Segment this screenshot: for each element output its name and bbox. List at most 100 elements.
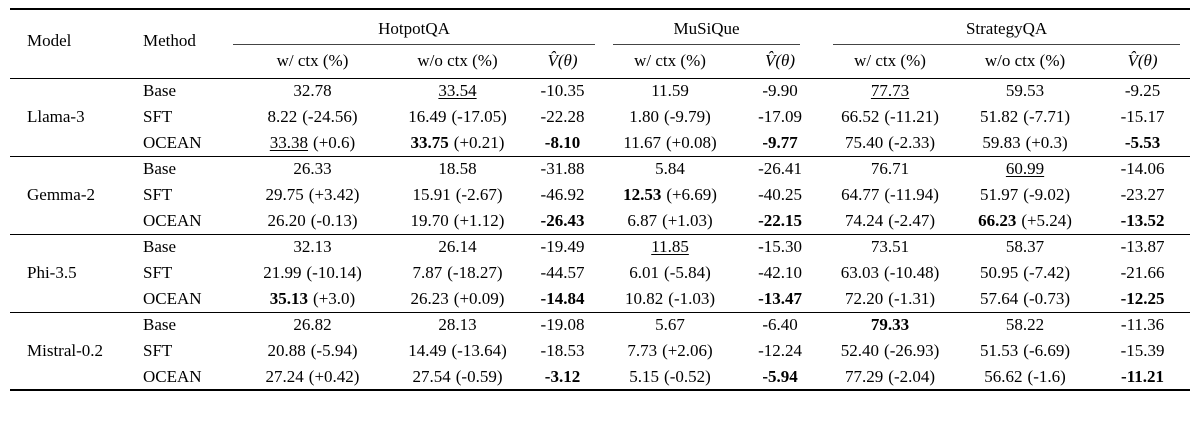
metric-value: 50.95 xyxy=(980,263,1019,283)
table-row: Mistral-0.2 Base 26.82 28.13 -19.08 5.67 -6.40… xyxy=(10,311,1191,390)
metric-value: -15.30 xyxy=(758,237,802,257)
metric-value: 74.24 xyxy=(845,210,884,230)
value-cell: 35.13 (+3.0) xyxy=(230,286,395,312)
delta-value: (-0.59) xyxy=(455,366,503,386)
value-cell: -23.27 xyxy=(1095,182,1190,208)
delta-value: (-24.56) xyxy=(302,107,358,127)
metric-value: -8.10 xyxy=(544,132,581,152)
delta-value: (-2.67) xyxy=(455,185,503,205)
delta-value: (+0.42) xyxy=(308,366,360,386)
value-cell: -18.53 xyxy=(520,338,605,364)
value-cell: 11.67 (+0.08) xyxy=(605,130,735,156)
metric-value: 66.52 xyxy=(841,107,880,127)
value-cell: -42.10 xyxy=(735,260,825,286)
metric-value: 60.99 xyxy=(1005,159,1045,179)
delta-value: (-6.69) xyxy=(1023,341,1071,361)
value-cell: -15.30 xyxy=(735,233,826,260)
value-cell: -31.88 xyxy=(520,155,606,182)
metric-value: -12.25 xyxy=(1120,288,1165,308)
value-cell: -22.15 xyxy=(735,208,825,234)
metric-value: 20.88 xyxy=(267,341,306,361)
metric-value: 26.20 xyxy=(267,210,306,230)
value-cell: -13.52 xyxy=(1095,208,1190,234)
metric-value: -21.66 xyxy=(1120,263,1165,283)
metric-value: 19.70 xyxy=(410,210,449,230)
metric-value: 59.53 xyxy=(1005,81,1045,101)
table-body: Llama-3 Base 32.78 33.54 -10.35 11.59 -9.90 77.… xyxy=(10,77,1191,390)
method-name: OCEAN xyxy=(143,210,202,230)
value-cell: -12.25 xyxy=(1095,286,1190,312)
value-cell: 33.75 (+0.21) xyxy=(395,130,520,156)
metric-value: 29.75 xyxy=(265,185,304,205)
delta-value: (-5.94) xyxy=(310,341,358,361)
value-cell: 5.67 xyxy=(605,311,736,338)
col-header-strategyqa-vtheta: V̂(θ) xyxy=(1095,45,1191,79)
value-cell: 10.82 (-1.03) xyxy=(605,286,735,312)
value-cell: -15.17 xyxy=(1095,104,1190,130)
delta-value: (-9.02) xyxy=(1023,185,1071,205)
table-row: OCEAN 27.24 (+0.42) 27.54 (-0.59) -3.12 5.15 (-… xyxy=(10,364,1190,390)
delta-value: (-7.71) xyxy=(1023,107,1071,127)
value-cell: 32.13 xyxy=(230,233,395,260)
value-cell: 26.14 xyxy=(395,233,520,260)
metric-value: 11.59 xyxy=(651,81,689,101)
value-cell: 20.88 (-5.94) xyxy=(230,338,395,364)
delta-value: (+0.09) xyxy=(453,288,505,308)
metric-value: -9.90 xyxy=(762,81,798,101)
metric-value: -42.10 xyxy=(758,263,802,283)
metric-value: -5.94 xyxy=(762,366,798,386)
metric-value: 26.82 xyxy=(293,315,332,335)
delta-value: (+0.6) xyxy=(313,132,356,152)
metric-value: 27.24 xyxy=(265,366,304,386)
metric-value: 14.49 xyxy=(408,341,447,361)
value-cell: 26.20 (-0.13) xyxy=(230,208,395,234)
value-cell: 6.87 (+1.03) xyxy=(605,208,735,234)
group-label-strategyqa: StrategyQA xyxy=(833,19,1181,45)
metric-value: -23.27 xyxy=(1120,185,1165,205)
value-cell: -12.24 xyxy=(735,338,825,364)
value-cell: 26.82 xyxy=(230,311,395,338)
value-cell: 6.01 (-5.84) xyxy=(605,260,735,286)
metric-value: 75.40 xyxy=(845,132,884,152)
metric-value: 35.13 xyxy=(269,288,309,308)
value-cell: -13.47 xyxy=(735,286,825,312)
table-row: OCEAN 35.13 (+3.0) 26.23 (+0.09) -14.84 10.82(… xyxy=(10,286,1190,312)
metric-value: -31.88 xyxy=(540,159,585,179)
group-header-strategyqa: StrategyQA xyxy=(825,9,1190,45)
delta-value: (+5.24) xyxy=(1021,210,1072,230)
method-name: SFT xyxy=(143,263,173,283)
metric-value: 5.15 xyxy=(629,366,660,386)
value-cell: 63.03 (-10.48) xyxy=(825,260,955,286)
value-cell: -19.08 xyxy=(520,311,606,338)
value-cell: -8.10 xyxy=(520,130,605,156)
method-name: OCEAN xyxy=(143,288,202,308)
metric-value: -26.43 xyxy=(540,210,585,230)
col-header-hotpotqa-wctx: w/ ctx (%) xyxy=(230,45,395,79)
metric-value: 21.99 xyxy=(263,263,302,283)
col-header-musique-vtheta: V̂(θ) xyxy=(735,45,826,79)
value-cell: 59.53 xyxy=(955,77,1096,104)
column-header-method: Method xyxy=(130,9,230,79)
delta-value: (+0.08) xyxy=(666,132,717,152)
table-row: OCEAN 33.38 (+0.6) 33.75 (+0.21) -8.10 11.67 (+… xyxy=(10,130,1190,156)
metric-value: -9.25 xyxy=(1124,81,1161,101)
metric-value: 32.13 xyxy=(293,237,332,257)
value-cell: -5.53 xyxy=(1095,130,1190,156)
delta-value: (-11.21) xyxy=(884,107,939,127)
group-header-row: Model Method HotpotQA MuSiQue StrategyQA xyxy=(10,9,1190,79)
metric-value: -17.09 xyxy=(758,107,802,127)
model-name: Phi-3.5 xyxy=(10,233,130,312)
method-name: Base xyxy=(130,311,230,338)
metric-value: -11.36 xyxy=(1120,315,1165,335)
value-cell: -26.43 xyxy=(520,208,605,234)
metric-value: 5.84 xyxy=(655,159,685,179)
metric-value: -10.35 xyxy=(540,81,585,101)
value-cell: -14.84 xyxy=(520,286,605,312)
value-cell: -11.21 xyxy=(1095,364,1190,390)
value-cell: 12.53 (+6.69) xyxy=(605,182,735,208)
value-cell: 79.33 xyxy=(825,311,956,338)
metric-value: -40.25 xyxy=(758,185,802,205)
value-cell: 5.84 xyxy=(605,155,736,182)
metric-value: 58.22 xyxy=(1005,315,1045,335)
value-cell: -9.25 xyxy=(1095,77,1191,104)
